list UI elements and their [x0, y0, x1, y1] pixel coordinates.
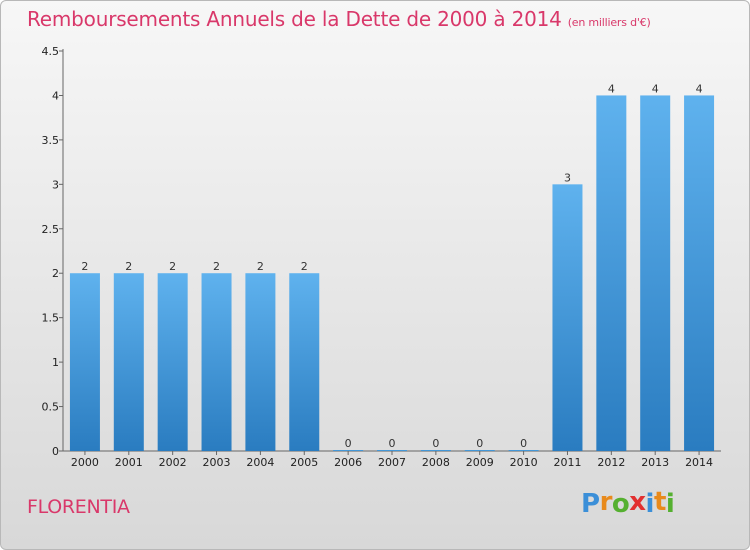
x-tick-label: 2013 — [641, 456, 669, 469]
bar-2008 — [420, 450, 451, 451]
data-label: 2 — [257, 260, 264, 273]
bar-2012 — [596, 95, 627, 451]
x-tick-label: 2011 — [553, 456, 581, 469]
chart-title: Remboursements Annuels de la Dette de 20… — [27, 7, 651, 31]
chart-subtitle: (en milliers d'€) — [567, 16, 651, 29]
data-label: 0 — [476, 437, 483, 450]
x-tick-label: 2001 — [115, 456, 143, 469]
data-label: 0 — [520, 437, 527, 450]
logo-letter: r — [599, 487, 613, 517]
y-tick-label: 0.5 — [42, 401, 60, 414]
bar-2007 — [377, 450, 407, 451]
logo-letter: x — [629, 487, 646, 517]
logo-letter: i — [645, 489, 655, 519]
bar-2002 — [157, 273, 188, 451]
logo-letter: t — [653, 487, 666, 517]
data-label: 0 — [432, 437, 439, 450]
y-tick-label: 3.5 — [42, 134, 60, 147]
x-tick-label: 2006 — [334, 456, 362, 469]
data-label: 2 — [169, 260, 176, 273]
bar-2006 — [333, 450, 364, 451]
bar-2000 — [69, 273, 100, 451]
x-tick-label: 2000 — [71, 456, 99, 469]
bar-2005 — [289, 273, 320, 451]
y-tick-label: 1.5 — [42, 312, 60, 325]
bar-2001 — [113, 273, 144, 451]
y-tick-label: 4.5 — [42, 45, 60, 58]
y-tick-label: 0 — [52, 445, 59, 458]
x-tick-label: 2003 — [203, 456, 231, 469]
logo-letter: o — [611, 489, 630, 519]
data-label: 2 — [125, 260, 132, 273]
x-tick-label: 2005 — [290, 456, 318, 469]
x-tick-label: 2012 — [597, 456, 625, 469]
x-tick-label: 2010 — [510, 456, 538, 469]
chart-title-text: Remboursements Annuels de la Dette de 20… — [27, 7, 562, 31]
x-tick-label: 2009 — [466, 456, 494, 469]
bar-2010 — [508, 450, 539, 451]
bar-2011 — [552, 184, 583, 452]
y-tick-label: 4 — [52, 89, 59, 102]
x-tick-label: 2008 — [422, 456, 450, 469]
data-label: 2 — [213, 260, 220, 273]
logo-letter: P — [581, 489, 600, 519]
data-label: 0 — [389, 437, 396, 450]
commune-name: FLORENTIA — [27, 496, 130, 518]
y-tick-label: 2.5 — [42, 223, 60, 236]
data-label: 4 — [696, 82, 703, 95]
x-tick-label: 2004 — [246, 456, 274, 469]
y-tick-label: 2 — [52, 267, 59, 280]
bar-2014 — [684, 95, 715, 451]
x-tick-label: 2014 — [685, 456, 713, 469]
x-tick-label: 2007 — [378, 456, 406, 469]
data-label: 3 — [564, 171, 571, 184]
bar-2013 — [640, 95, 671, 451]
proxiti-logo: Proxiti — [581, 487, 675, 519]
logo-letter: i — [665, 489, 675, 519]
data-label: 4 — [652, 82, 659, 95]
data-label: 0 — [345, 437, 352, 450]
bar-2003 — [201, 273, 232, 451]
data-label: 4 — [608, 82, 615, 95]
data-label: 2 — [301, 260, 308, 273]
y-tick-label: 1 — [52, 356, 59, 369]
bar-2004 — [245, 273, 276, 451]
x-tick-label: 2002 — [159, 456, 187, 469]
bar-2009 — [464, 450, 495, 451]
y-tick-label: 3 — [52, 178, 59, 191]
data-label: 2 — [81, 260, 88, 273]
